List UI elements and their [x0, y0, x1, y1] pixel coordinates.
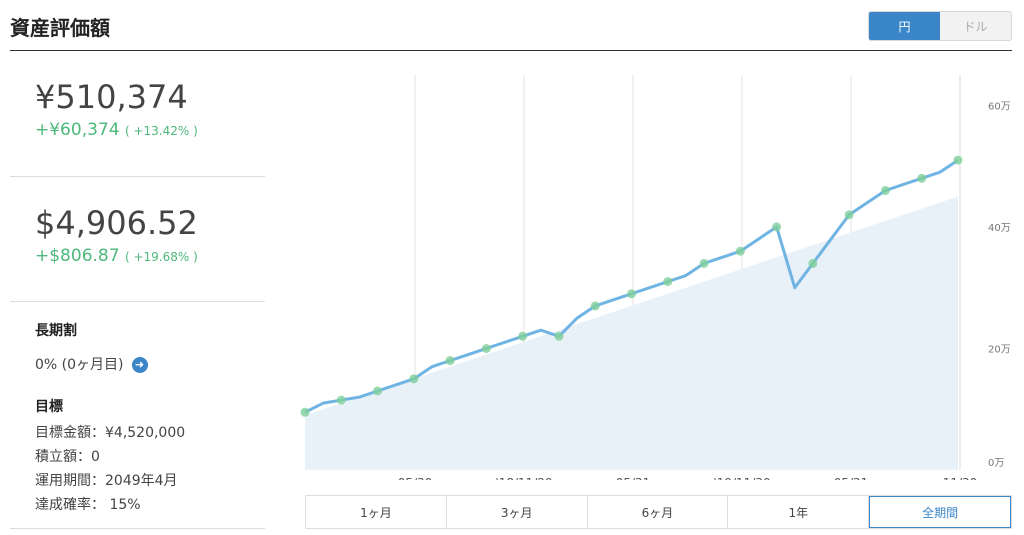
usd-total: $4,906.52: [35, 204, 198, 242]
yen-gain-pct: ( +13.42% ): [124, 124, 198, 138]
data-point: [917, 173, 927, 183]
usd-summary: $4,906.52 +$806.87 ( +19.68% ): [10, 177, 265, 302]
usd-gain-pct: ( +19.68% ): [124, 250, 198, 264]
discount-title: 長期割: [35, 323, 77, 339]
invested-area: [305, 196, 958, 471]
x-tick-label: 05/31: [616, 476, 651, 480]
goal-probability: 達成確率： 15%: [35, 497, 141, 513]
tab-all-period[interactable]: 全期間: [869, 496, 1011, 528]
data-point: [445, 356, 455, 366]
y-tick-label: 40万: [988, 223, 1011, 234]
x-tick-label: '18/11/29: [495, 476, 552, 480]
discount-value: 0% (0ヶ月目): [35, 357, 124, 373]
summary-panel: ¥510,374 +¥60,374 ( +13.42% ) $4,906.52 …: [10, 52, 265, 529]
data-point: [590, 301, 600, 311]
goal-panel: 長期割 0% (0ヶ月目) ➜ 目標 目標金額：¥4,520,000 積立額：0 …: [10, 302, 265, 529]
data-point: [409, 374, 419, 384]
currency-toggle[interactable]: 円 ドル: [868, 11, 1012, 41]
yen-gain-amount: +¥60,374: [35, 120, 120, 140]
yen-total: ¥510,374: [35, 78, 188, 116]
x-tick-label: 05/31: [834, 476, 869, 480]
yen-gain: +¥60,374 ( +13.42% ): [10, 120, 265, 140]
discount-row: 0% (0ヶ月目) ➜: [10, 354, 265, 374]
arrow-right-icon[interactable]: ➜: [131, 357, 148, 373]
yen-summary: ¥510,374 +¥60,374 ( +13.42% ): [10, 52, 265, 177]
goal-title: 目標: [35, 399, 63, 415]
data-point: [481, 343, 491, 353]
x-tick-label: '19/11/30: [713, 476, 770, 480]
header-divider: [10, 50, 1012, 51]
asset-chart[interactable]: 05/30 '18/11/29 05/31 '19/11/30 05/31 11/30 0万…: [300, 60, 1024, 480]
y-tick-label: 0万: [988, 458, 1004, 469]
page-title: 資産評価額: [10, 16, 110, 40]
data-point: [554, 331, 564, 341]
data-point: [699, 258, 709, 268]
usd-gain-amount: +$806.87: [35, 246, 120, 266]
goal-amount: 目標金額：¥4,520,000: [35, 425, 186, 441]
tab-3-months[interactable]: 3ヶ月: [447, 496, 588, 528]
data-point: [844, 210, 854, 220]
data-point: [772, 222, 782, 232]
x-tick-label: 05/30: [398, 476, 433, 480]
data-point: [735, 246, 745, 256]
tab-1-month[interactable]: 1ヶ月: [306, 496, 447, 528]
currency-usd-button[interactable]: ドル: [940, 12, 1011, 40]
y-tick-label: 20万: [988, 344, 1011, 355]
tab-6-months[interactable]: 6ヶ月: [588, 496, 729, 528]
usd-gain: +$806.87 ( +19.68% ): [10, 246, 265, 266]
range-tabs: 1ヶ月 3ヶ月 6ヶ月 1年 全期間: [305, 495, 1012, 529]
data-point: [880, 185, 890, 195]
data-point: [627, 289, 636, 299]
data-point: [953, 155, 963, 165]
x-tick-label: 11/30: [943, 476, 978, 480]
data-point: [373, 386, 383, 396]
data-point: [336, 395, 346, 405]
data-point: [808, 258, 818, 268]
y-tick-label: 60万: [988, 101, 1011, 112]
data-point: [300, 407, 310, 417]
currency-yen-button[interactable]: 円: [869, 12, 940, 40]
goal-monthly: 積立額：0: [35, 449, 100, 465]
data-point: [518, 331, 528, 341]
data-point: [663, 277, 673, 287]
tab-1-year[interactable]: 1年: [728, 496, 870, 528]
goal-period: 運用期間：2049年4月: [35, 473, 178, 489]
